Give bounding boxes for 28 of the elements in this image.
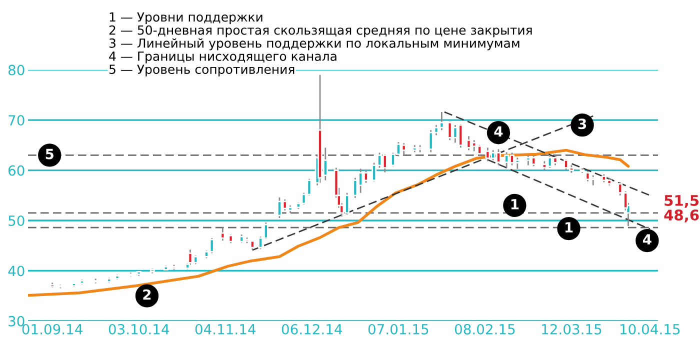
y-tick-label: 30 bbox=[8, 316, 24, 326]
text: 1 — Уровни поддержки bbox=[110, 12, 262, 24]
text: 4 — Границы нисходящего канала bbox=[109, 52, 336, 64]
annotation: 2 bbox=[143, 289, 151, 300]
x-tick-label: 06.12.14 bbox=[282, 324, 342, 334]
y-tick-label: 80 bbox=[8, 64, 24, 76]
y-tick-label: 60 bbox=[8, 165, 24, 176]
ref-line-label: 51,5 bbox=[664, 195, 699, 208]
annotation: 4 bbox=[494, 126, 503, 136]
text: 3 — Линейный уровень поддержки по локальным минимумам bbox=[109, 38, 520, 50]
text: 2 — 50-дневная простая скользящая средняя по цене закрытия bbox=[109, 25, 532, 38]
x-tick-label: 07.01.15 bbox=[368, 324, 428, 334]
annotation: 1 bbox=[511, 199, 519, 210]
annotation: 5 — Уровень сопротивления bbox=[109, 64, 294, 76]
y-tick-label: 50 bbox=[8, 215, 24, 226]
annotation: 5 bbox=[46, 148, 54, 160]
annotation: 3 bbox=[578, 118, 586, 130]
x-tick-label: 04.11.14 bbox=[195, 324, 256, 334]
x-tick-label: 01.09.14 bbox=[22, 324, 82, 334]
annotation: 4 bbox=[642, 234, 652, 244]
x-tick-label: 12.03.15 bbox=[542, 324, 602, 334]
x-tick-label: 03.10.14 bbox=[108, 324, 170, 334]
y-tick-label: 70 bbox=[8, 115, 24, 126]
x-tick-label: 10.04.15 bbox=[620, 324, 680, 334]
x-tick-label: 08.02.15 bbox=[454, 324, 515, 334]
annotation: 1 bbox=[566, 222, 573, 232]
ref-line-label: 48,6 bbox=[664, 210, 699, 222]
y-tick-label: 40 bbox=[8, 266, 24, 276]
